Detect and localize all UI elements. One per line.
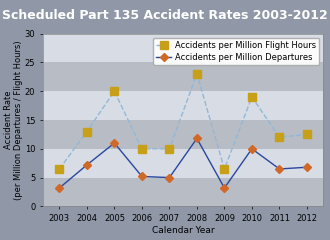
Accidents per Million Departures — [113, 142, 116, 144]
Bar — [43, 62, 323, 91]
Accidents per Million Departures — [278, 168, 281, 170]
Accidents per Million Flight Hours — [85, 130, 89, 133]
Bar — [43, 34, 323, 62]
Bar — [43, 178, 323, 206]
Accidents per Million Departures — [305, 166, 309, 169]
Accidents per Million Departures — [167, 176, 171, 179]
Bar — [43, 120, 323, 149]
Accidents per Million Flight Hours — [250, 96, 254, 98]
Y-axis label: Accident Rate
(per Million Departures / Flight Hours): Accident Rate (per Million Departures / … — [4, 40, 23, 200]
Accidents per Million Flight Hours — [140, 147, 144, 150]
Accidents per Million Flight Hours — [305, 133, 309, 136]
Accidents per Million Departures — [85, 163, 89, 166]
Accidents per Million Flight Hours — [222, 168, 226, 170]
Bar — [43, 91, 323, 120]
Accidents per Million Departures — [57, 186, 61, 189]
Accidents per Million Flight Hours — [57, 168, 61, 170]
Accidents per Million Departures — [222, 186, 226, 189]
X-axis label: Calendar Year: Calendar Year — [152, 226, 214, 235]
Accidents per Million Departures — [250, 147, 254, 150]
Accidents per Million Flight Hours — [113, 90, 116, 93]
Accidents per Million Departures — [195, 137, 199, 140]
Line: Accidents per Million Departures: Accidents per Million Departures — [56, 135, 310, 191]
Text: Scheduled Part 135 Accident Rates 2003-2012: Scheduled Part 135 Accident Rates 2003-2… — [2, 9, 328, 22]
Accidents per Million Flight Hours — [167, 147, 171, 150]
Accidents per Million Flight Hours — [278, 136, 281, 139]
Line: Accidents per Million Flight Hours: Accidents per Million Flight Hours — [55, 70, 311, 173]
Bar — [43, 149, 323, 178]
Accidents per Million Flight Hours — [195, 72, 199, 75]
Legend: Accidents per Million Flight Hours, Accidents per Million Departures: Accidents per Million Flight Hours, Acci… — [153, 38, 319, 65]
Accidents per Million Departures — [140, 175, 144, 178]
